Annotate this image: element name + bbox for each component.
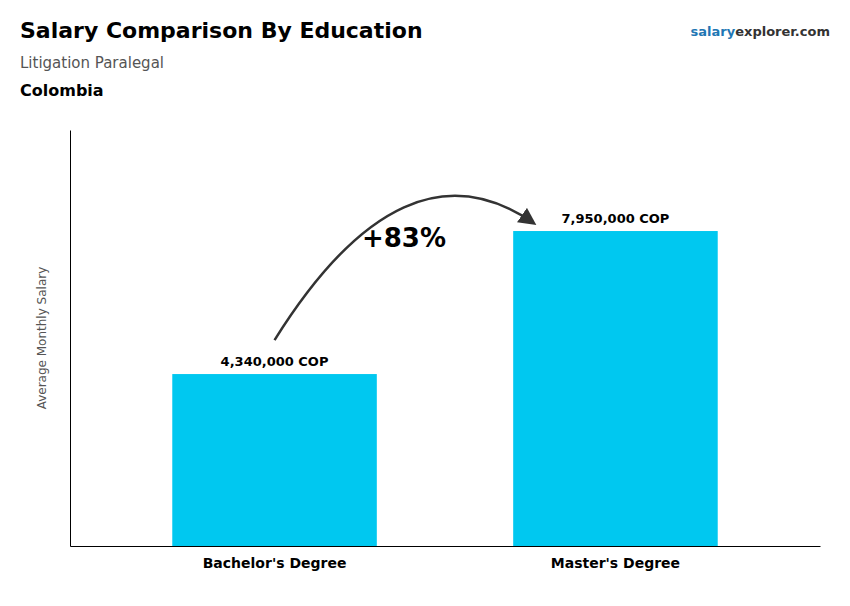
x-tick: Master's Degree (551, 546, 680, 571)
value-label: 7,950,000 COP (562, 211, 670, 226)
y-axis-line (70, 131, 71, 547)
x-tick-label: Master's Degree (551, 555, 680, 571)
change-arrow (275, 196, 534, 340)
x-axis: Bachelor's Degree Master's Degree (71, 546, 821, 571)
y-axis (70, 131, 71, 547)
x-axis-line (71, 546, 821, 547)
website-part: salary (691, 24, 736, 39)
title: Salary Comparison By Education (20, 18, 423, 43)
bars (172, 231, 717, 546)
plot: Bachelor's Degree Master's Degree 4,340,00… (71, 131, 821, 571)
website: salaryexplorer.com (691, 24, 830, 39)
chart: Salary Comparison By Education Litigation… (0, 0, 850, 606)
x-tick: Bachelor's Degree (203, 546, 347, 571)
bar (513, 231, 718, 546)
country: Colombia (20, 81, 104, 100)
bar (172, 374, 377, 546)
y-axis-title: Average Monthly Salary (35, 267, 49, 410)
value-label: 4,340,000 COP (221, 354, 329, 369)
x-tick-label: Bachelor's Degree (203, 555, 347, 571)
subtitle: Litigation Paralegal (20, 54, 164, 72)
website-part: explorer.com (735, 24, 830, 39)
change-label: +83% (362, 223, 446, 253)
